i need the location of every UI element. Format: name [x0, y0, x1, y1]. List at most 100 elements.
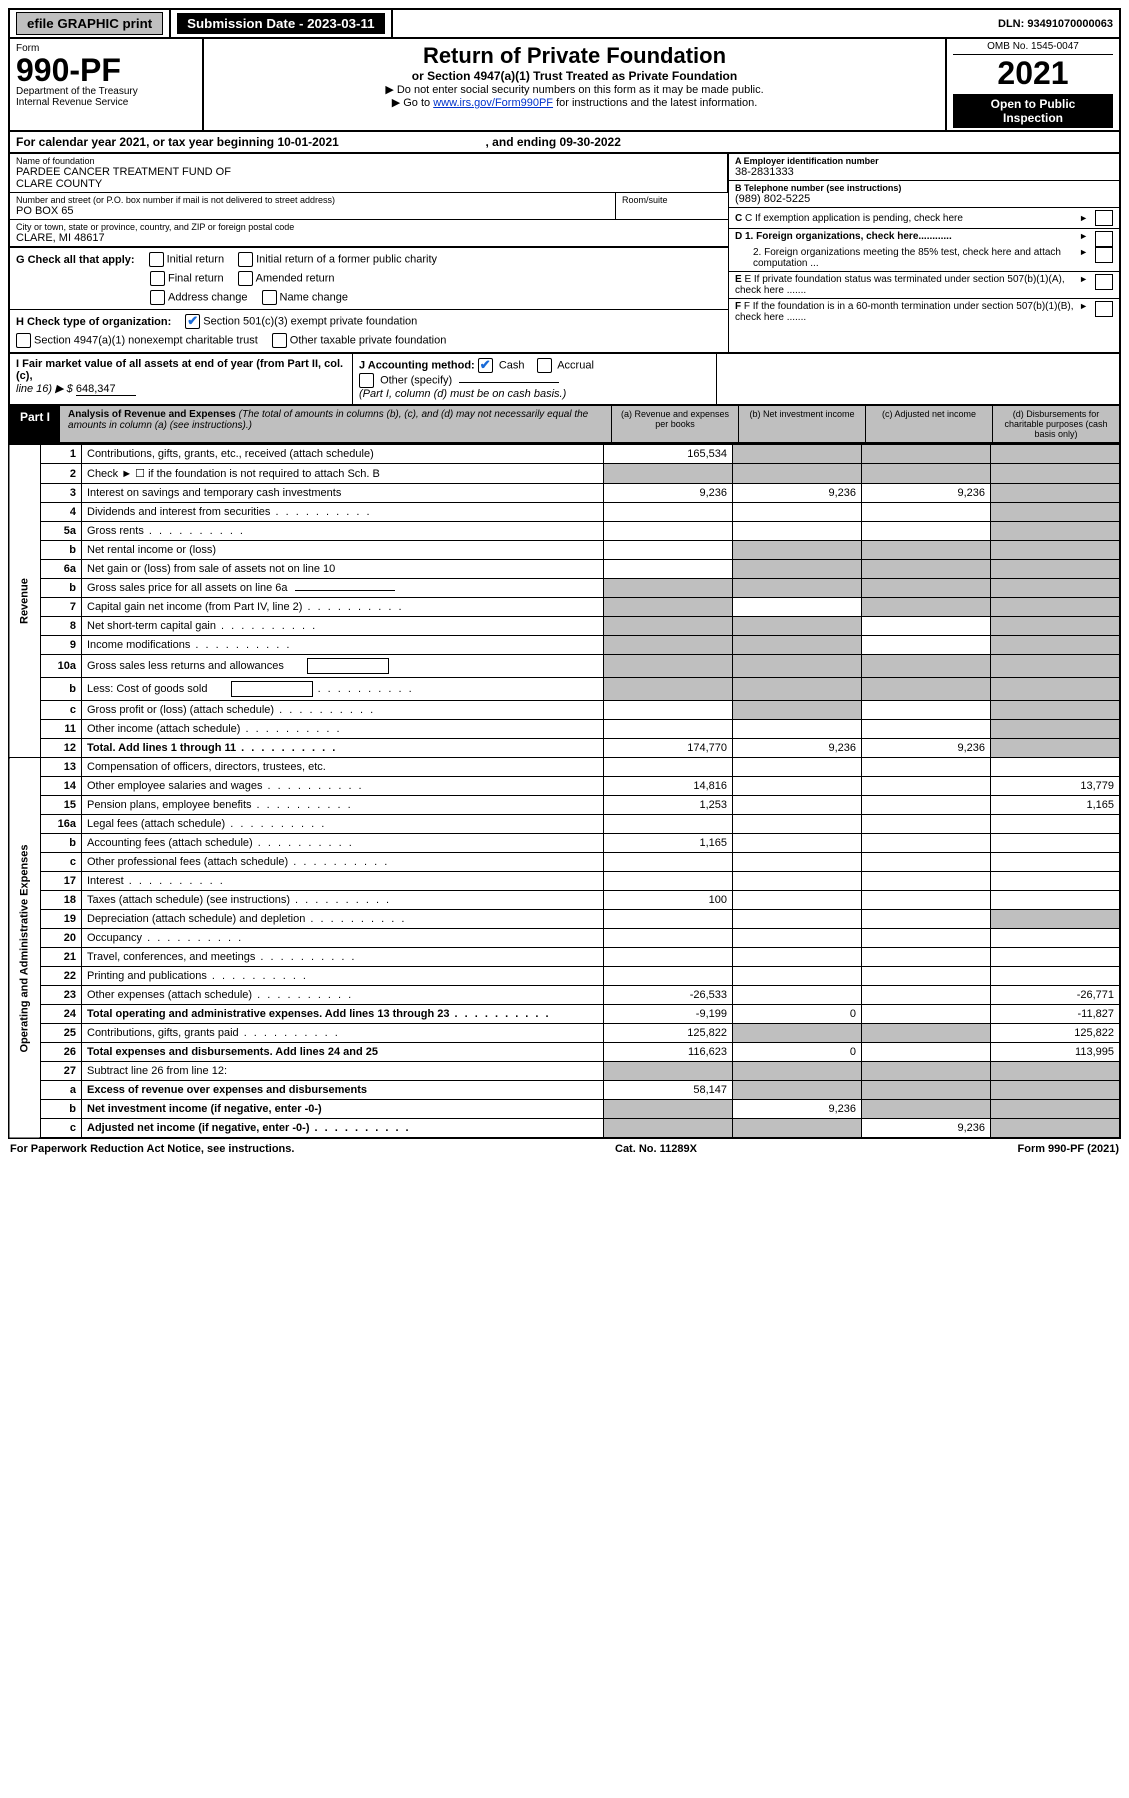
cell-d — [991, 929, 1121, 948]
instr-2: ▶ Go to www.irs.gov/Form990PF for instru… — [210, 96, 939, 109]
g-check-row-3: Address change Name change — [10, 290, 728, 309]
table-row: bNet investment income (if negative, ent… — [9, 1100, 1120, 1119]
table-row: bNet rental income or (loss) — [9, 541, 1120, 560]
cell-d — [991, 834, 1121, 853]
other-taxable-checkbox[interactable] — [272, 333, 287, 348]
cell-d — [991, 522, 1121, 541]
row-label: Pension plans, employee benefits — [82, 796, 604, 815]
ein-value: 38-2831333 — [735, 166, 1113, 178]
cell-d: 13,779 — [991, 777, 1121, 796]
part-1-table: Revenue1Contributions, gifts, grants, et… — [8, 444, 1121, 1139]
tel-value: (989) 802-5225 — [735, 193, 1113, 205]
row-label: Gross sales less returns and allowances — [82, 655, 604, 678]
initial-return-checkbox[interactable] — [149, 252, 164, 267]
name-label: Name of foundation — [16, 156, 721, 166]
cell-a — [604, 617, 733, 636]
calendar-year-line: For calendar year 2021, or tax year begi… — [8, 132, 1121, 154]
d1-checkbox[interactable] — [1095, 231, 1113, 247]
cell-b — [733, 1119, 862, 1139]
accrual-checkbox[interactable] — [537, 358, 552, 373]
submission-date-button[interactable]: Submission Date - 2023-03-11 — [177, 13, 384, 34]
501c3-checkbox[interactable] — [185, 314, 200, 329]
cell-c — [862, 636, 991, 655]
dept-1: Department of the Treasury — [16, 86, 196, 97]
f-checkbox[interactable] — [1095, 301, 1113, 317]
instructions-link[interactable]: www.irs.gov/Form990PF — [433, 97, 553, 109]
cell-a: 116,623 — [604, 1043, 733, 1062]
block-j: J Accounting method: Cash Accrual Other … — [353, 354, 717, 404]
cell-d — [991, 967, 1121, 986]
cell-d — [991, 1100, 1121, 1119]
cell-c — [862, 1005, 991, 1024]
row-label: Travel, conferences, and meetings — [82, 948, 604, 967]
4947-checkbox[interactable] — [16, 333, 31, 348]
cell-b — [733, 910, 862, 929]
cell-a — [604, 1100, 733, 1119]
cell-d — [991, 598, 1121, 617]
g-check-row-2: Final return Amended return — [10, 271, 728, 290]
cell-d — [991, 948, 1121, 967]
initial-former-checkbox[interactable] — [238, 252, 253, 267]
cell-a — [604, 701, 733, 720]
cell-b — [733, 1062, 862, 1081]
c-label: C C If exemption application is pending,… — [735, 213, 1079, 224]
table-row: 7Capital gain net income (from Part IV, … — [9, 598, 1120, 617]
cell-d — [991, 1119, 1121, 1139]
cell-c — [862, 464, 991, 484]
cell-c — [862, 1100, 991, 1119]
row-label: Accounting fees (attach schedule) — [82, 834, 604, 853]
table-row: 10aGross sales less returns and allowanc… — [9, 655, 1120, 678]
header-right: OMB No. 1545-0047 2021 Open to Public In… — [947, 39, 1119, 130]
room-label: Room/suite — [622, 195, 722, 205]
amended-return-checkbox[interactable] — [238, 271, 253, 286]
name-change-checkbox[interactable] — [262, 290, 277, 305]
row-label: Total. Add lines 1 through 11 — [82, 739, 604, 758]
final-return-checkbox[interactable] — [150, 271, 165, 286]
row-number: b — [41, 678, 82, 701]
cell-a: 125,822 — [604, 1024, 733, 1043]
info-block: Name of foundation PARDEE CANCER TREATME… — [8, 154, 1121, 354]
cell-d — [991, 891, 1121, 910]
cell-b — [733, 701, 862, 720]
cash-checkbox[interactable] — [478, 358, 493, 373]
cell-d — [991, 655, 1121, 678]
col-c-header: (c) Adjusted net income — [865, 406, 992, 442]
foundation-name-1: PARDEE CANCER TREATMENT FUND OF — [16, 166, 721, 178]
e-checkbox[interactable] — [1095, 274, 1113, 290]
cell-d — [991, 701, 1121, 720]
cell-b — [733, 598, 862, 617]
cell-d — [991, 910, 1121, 929]
row-label: Gross rents — [82, 522, 604, 541]
cell-b — [733, 948, 862, 967]
row-number: 2 — [41, 464, 82, 484]
table-row: cAdjusted net income (if negative, enter… — [9, 1119, 1120, 1139]
address-change-checkbox[interactable] — [150, 290, 165, 305]
expenses-side-label: Operating and Administrative Expenses — [9, 758, 41, 1139]
d2-checkbox[interactable] — [1095, 247, 1113, 263]
row-number: c — [41, 1119, 82, 1139]
form-header: Form 990-PF Department of the Treasury I… — [8, 39, 1121, 132]
table-row: 25Contributions, gifts, grants paid125,8… — [9, 1024, 1120, 1043]
tel-label: B Telephone number (see instructions) — [735, 183, 1113, 193]
cell-a: 165,534 — [604, 445, 733, 464]
table-row: 8Net short-term capital gain — [9, 617, 1120, 636]
table-row: 12Total. Add lines 1 through 11174,7709,… — [9, 739, 1120, 758]
page-footer: For Paperwork Reduction Act Notice, see … — [8, 1139, 1121, 1159]
c-checkbox[interactable] — [1095, 210, 1113, 226]
table-row: bAccounting fees (attach schedule)1,165 — [9, 834, 1120, 853]
table-row: Revenue1Contributions, gifts, grants, et… — [9, 445, 1120, 464]
other-method-checkbox[interactable] — [359, 373, 374, 388]
cell-d — [991, 579, 1121, 598]
row-number: a — [41, 1081, 82, 1100]
row-number: b — [41, 541, 82, 560]
table-row: 18Taxes (attach schedule) (see instructi… — [9, 891, 1120, 910]
cell-a — [604, 758, 733, 777]
cell-d — [991, 758, 1121, 777]
dln-cell: DLN: 93491070000063 — [992, 10, 1119, 37]
cell-a — [604, 678, 733, 701]
row-number: 12 — [41, 739, 82, 758]
cell-c — [862, 929, 991, 948]
table-row: 6aNet gain or (loss) from sale of assets… — [9, 560, 1120, 579]
cell-b — [733, 522, 862, 541]
efile-button[interactable]: efile GRAPHIC print — [16, 12, 163, 35]
